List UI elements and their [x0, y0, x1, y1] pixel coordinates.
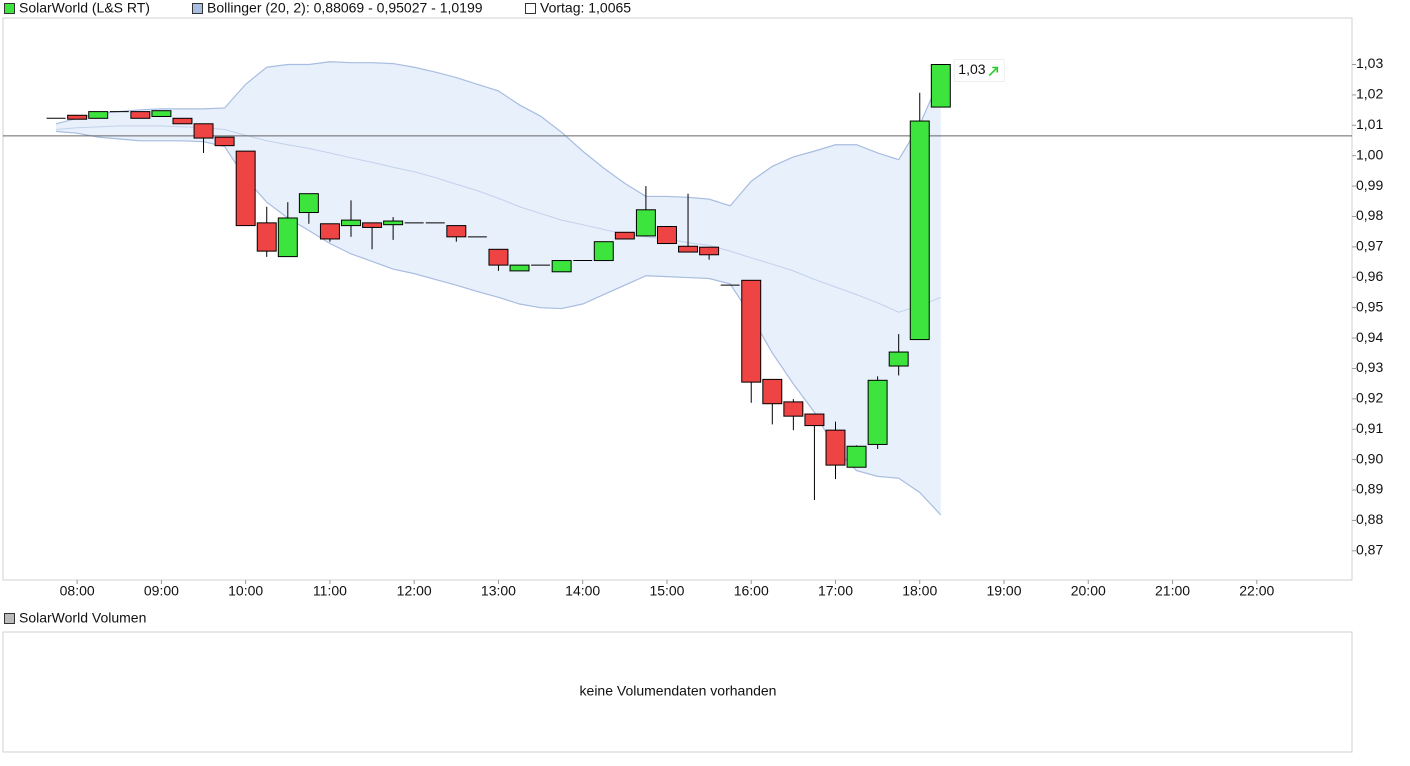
legend-swatch [525, 3, 536, 14]
candle-body [193, 123, 214, 139]
legend-swatch [4, 613, 15, 624]
candle-body [362, 222, 383, 228]
candle-body [909, 120, 930, 341]
legend-label: Bollinger (20, 2): 0,88069 - 0,95027 - 1… [207, 0, 483, 16]
candle-body [298, 193, 319, 214]
candle-body [762, 378, 783, 405]
candle-body [488, 248, 509, 266]
x-tick-label: 12:00 [397, 583, 432, 599]
volume-panel [2, 631, 1353, 753]
candle-body [341, 219, 361, 227]
empty-message: keine Volumendaten vorhanden [580, 683, 777, 699]
candle-body [783, 401, 804, 417]
candle-body [699, 246, 720, 256]
last-label-box [953, 59, 1005, 83]
candle-body [656, 226, 677, 245]
x-tick-label: 21:00 [1155, 583, 1190, 599]
y-tick-label: 0,97 [1356, 238, 1383, 254]
candle-body [151, 110, 172, 117]
candle-body [172, 117, 193, 125]
y-tick-label: 1,01 [1356, 116, 1383, 132]
candle-body [235, 150, 256, 227]
y-tick-label: 0,92 [1356, 390, 1383, 406]
y-tick-label: 0,98 [1356, 207, 1383, 223]
trend-arrow [988, 66, 999, 77]
y-tick-label: 0,91 [1356, 420, 1383, 436]
candle-body [635, 209, 656, 237]
y-tick-label: 0,88 [1356, 511, 1383, 527]
candle-body [130, 111, 151, 119]
candle-body [804, 413, 825, 427]
x-tick-label: 13:00 [481, 583, 516, 599]
x-tick-label: 17:00 [818, 583, 853, 599]
y-tick-label: 0,94 [1356, 329, 1383, 345]
candle-body [256, 222, 277, 252]
x-tick-label: 08:00 [60, 583, 95, 599]
legend-label: Vortag: 1,0065 [540, 0, 631, 16]
candle-body [825, 429, 846, 466]
y-tick-label: 1,03 [1356, 55, 1383, 71]
candle-body [614, 231, 635, 240]
candle-body [888, 351, 909, 367]
candle-body [214, 136, 235, 147]
candle-body [551, 260, 572, 273]
legend-swatch [4, 3, 15, 14]
candle-body [319, 223, 340, 240]
candle-body [509, 264, 530, 272]
candle-body [741, 279, 762, 383]
candle-body [446, 225, 467, 238]
y-tick-label: 1,02 [1356, 86, 1383, 102]
y-tick-label: 1,00 [1356, 146, 1383, 162]
x-tick-label: 15:00 [649, 583, 684, 599]
x-tick-label: 19:00 [986, 583, 1021, 599]
candle-body [930, 64, 951, 108]
y-tick-label: 0,96 [1356, 268, 1383, 284]
x-tick-label: 14:00 [565, 583, 600, 599]
x-tick-label: 18:00 [902, 583, 937, 599]
bollinger-band [56, 61, 941, 515]
legend-label: SolarWorld (L&S RT) [19, 0, 150, 16]
y-tick-label: 0,89 [1356, 481, 1383, 497]
candle-body [88, 111, 109, 119]
x-tick-label: 10:00 [228, 583, 263, 599]
bollinger-upper [55, 61, 942, 207]
y-tick-label: 0,90 [1356, 450, 1383, 466]
x-tick-label: 11:00 [313, 583, 347, 599]
candle-body [593, 241, 614, 262]
candle-body [383, 220, 404, 226]
candle-body [277, 217, 298, 258]
y-tick-label: 0,93 [1356, 359, 1383, 375]
x-tick-label: 22:00 [1239, 583, 1274, 599]
x-tick-label: 20:00 [1071, 583, 1106, 599]
y-tick-label: 0,95 [1356, 298, 1383, 314]
x-tick-label: 16:00 [734, 583, 769, 599]
candle-body [867, 379, 888, 445]
price-panel [2, 17, 1353, 581]
legend-swatch [192, 3, 203, 14]
candle-body [678, 245, 699, 253]
candle-body [67, 114, 88, 120]
candle-body [846, 445, 867, 468]
y-tick-label: 0,99 [1356, 177, 1383, 193]
legend-label: SolarWorld Volumen [19, 610, 146, 626]
y-tick-label: 0,87 [1356, 542, 1383, 558]
x-tick-label: 09:00 [144, 583, 179, 599]
last-value-label: 1,03 [958, 61, 985, 77]
